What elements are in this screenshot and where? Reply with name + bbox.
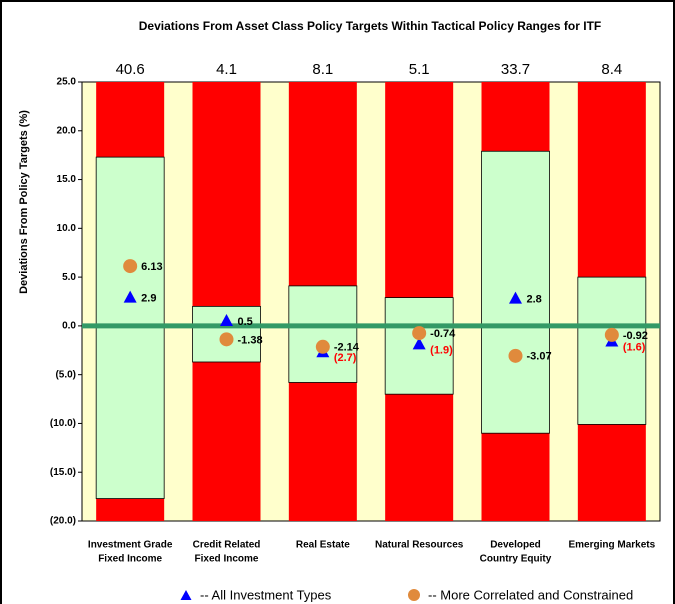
legend-marker bbox=[180, 590, 192, 600]
x-tick-label: Fixed Income bbox=[98, 554, 162, 565]
legend-label: -- All Investment Types bbox=[200, 587, 332, 602]
y-tick-label: 10.0 bbox=[57, 223, 77, 234]
policy-target-label: 40.6 bbox=[116, 61, 145, 78]
circle-marker bbox=[508, 348, 523, 363]
plot-area bbox=[81, 81, 661, 522]
triangle-marker bbox=[509, 291, 522, 304]
y-tick-label: 20.0 bbox=[57, 125, 77, 136]
policy-target-label: 33.7 bbox=[501, 61, 530, 78]
data-label: (1.6) bbox=[623, 341, 646, 353]
x-tick-label: Natural Resources bbox=[375, 540, 464, 551]
chart-title: Deviations From Asset Class Policy Targe… bbox=[139, 19, 601, 33]
data-label: -0.74 bbox=[430, 328, 456, 340]
y-tick-label: 25.0 bbox=[57, 77, 77, 88]
x-tick-label: Real Estate bbox=[296, 540, 350, 551]
circle-marker bbox=[412, 326, 427, 341]
y-tick-label: (15.0) bbox=[50, 467, 76, 478]
policy-target-label: 5.1 bbox=[409, 61, 430, 78]
policy-target-label: 4.1 bbox=[216, 61, 237, 78]
triangle-marker bbox=[412, 337, 426, 350]
circle-marker bbox=[315, 339, 330, 354]
data-label: (2.7) bbox=[334, 352, 357, 364]
data-label: -1.38 bbox=[238, 334, 263, 346]
outside-range bbox=[192, 82, 261, 521]
circle-marker bbox=[123, 259, 138, 274]
x-tick-label: Credit Related bbox=[193, 540, 261, 551]
y-tick-label: (5.0) bbox=[55, 369, 76, 380]
data-label: 0.5 bbox=[238, 316, 253, 328]
x-tick-label: Emerging Markets bbox=[568, 540, 655, 551]
data-label: -0.92 bbox=[623, 330, 648, 342]
y-tick-label: 5.0 bbox=[62, 272, 76, 283]
data-label: 2.8 bbox=[527, 293, 542, 305]
policy-target-label: 8.4 bbox=[601, 61, 622, 78]
circle-marker bbox=[219, 332, 234, 347]
triangle-marker bbox=[123, 290, 137, 303]
legend-label: -- More Correlated and Constrained bbox=[428, 587, 633, 602]
y-tick-label: (20.0) bbox=[50, 516, 76, 527]
data-label: -3.07 bbox=[527, 351, 552, 363]
policy-range bbox=[577, 276, 647, 425]
y-tick-label: 0.0 bbox=[62, 321, 76, 332]
circle-marker bbox=[604, 327, 619, 342]
x-tick-label: Developed bbox=[490, 540, 541, 551]
policy-range bbox=[288, 285, 358, 383]
x-tick-label: Country Equity bbox=[480, 554, 552, 565]
x-tick-label: Fixed Income bbox=[195, 554, 259, 565]
triangle-marker bbox=[220, 314, 233, 327]
data-label: -2.14 bbox=[334, 342, 360, 354]
y-tick-label: 15.0 bbox=[57, 174, 77, 185]
y-tick-label: (10.0) bbox=[50, 418, 76, 429]
legend-marker bbox=[408, 589, 420, 601]
data-label: (1.9) bbox=[430, 344, 453, 356]
x-tick-label: Investment Grade bbox=[88, 540, 173, 551]
data-label: 2.9 bbox=[141, 293, 156, 305]
data-label: 6.13 bbox=[141, 261, 162, 273]
y-axis-label: Deviations From Policy Targets (%) bbox=[18, 110, 30, 294]
policy-target-label: 8.1 bbox=[312, 61, 333, 78]
